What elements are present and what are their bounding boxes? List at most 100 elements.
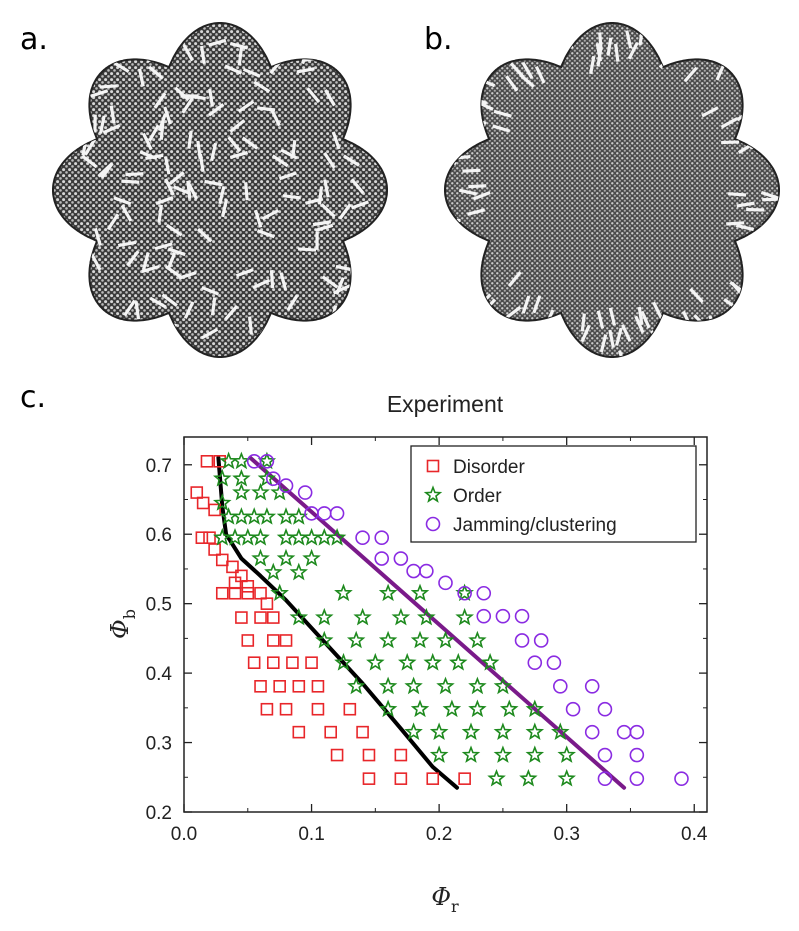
data-markers [190,451,689,787]
rod-particle [689,287,704,304]
plot-frame [183,436,708,813]
star-data-point [276,548,296,567]
rod-particle [580,313,586,332]
rod-particle [109,105,116,124]
rod-particle [200,327,219,340]
star-data-point [436,630,455,649]
square-data-point [279,634,293,647]
star-data-point [346,630,366,649]
panel-label-c: c. [20,380,47,415]
panel-a-disordered-image [52,22,388,358]
star-data-point [410,583,430,602]
circle-data-point [297,485,313,500]
rod-particle [271,154,289,168]
star-data-point [334,652,353,671]
rod-particle [728,192,747,197]
star-data-point [429,745,449,763]
y-tick-label: 0.7 [146,456,172,477]
x-axis-label: Φr [431,883,459,916]
rod-particle [505,305,522,320]
rod-particle [93,227,102,247]
rod-particle [138,68,145,87]
rod-particle [224,64,243,75]
star-data-point [480,652,500,671]
legend-box [410,445,697,543]
rod-particle [168,171,185,186]
rod-particle [196,227,213,243]
star-data-point [519,768,538,787]
rod-particle [315,223,334,232]
legend-label: Order [453,486,502,507]
rod-particle [335,277,345,295]
rod-particle [595,43,603,62]
rod-particle [235,268,254,278]
rod-particle [472,190,491,201]
rod-particle [324,89,336,107]
rod-particle [210,297,217,316]
star-data-point [378,583,398,602]
rod-particle [760,190,779,200]
square-data-point [362,748,376,762]
rod-particle [315,231,319,250]
rod-particle [90,89,109,98]
rod-particle [183,301,195,319]
star-data-point [499,699,519,718]
square-data-point [254,611,267,624]
rod-particle [221,198,229,218]
rod-particle [331,131,341,150]
rod-particle [621,324,632,342]
rod-particle [106,213,120,231]
rod-particle [279,272,288,291]
rod-particle [182,44,194,62]
rod-particle [492,124,511,133]
star-data-point [378,676,398,695]
y-axis-label: Φb [106,609,139,639]
rod-particle [237,100,255,113]
rod-particle [157,113,167,132]
x-tick-label: 0.0 [171,824,197,845]
rod-particle [141,132,153,151]
star-data-point [270,482,289,501]
rod-particle [269,269,275,289]
circle-data-point [597,771,613,786]
square-data-point [241,580,255,593]
rod-particle [323,179,330,198]
star-data-point [232,507,251,525]
square-data-point [330,748,344,762]
rod-particle [112,60,130,73]
rod-particle [97,162,113,178]
star-data-point [461,722,481,741]
rod-particle [683,66,698,83]
rod-particle [166,252,177,271]
square-data-point [286,656,299,669]
circle-data-point [629,724,645,740]
rod-particle [248,316,253,335]
circle-data-point [546,655,562,670]
star-data-point [251,527,270,546]
rod-particle [172,185,191,195]
circle-data-point [629,771,645,786]
square-data-point [362,772,376,785]
rod-particle [342,154,360,167]
rod-particle [204,179,223,187]
square-data-point [305,656,318,669]
square-data-point [215,586,229,600]
square-data-point [196,496,210,510]
circle-data-point [317,506,332,521]
star-data-point [302,548,321,567]
rod-particle [625,30,633,49]
rod-particle [720,117,739,129]
star-data-point [302,527,321,546]
chart-title: Experiment [387,391,504,417]
star-data-point [315,607,334,626]
star-data-point [378,630,398,649]
rod-particle [505,75,519,92]
star-data-point [448,652,468,671]
rod-particle [187,130,193,149]
rod-particle [252,278,270,290]
rod-particle [532,295,542,314]
rod-particle [134,301,141,320]
rod-particle [253,209,263,228]
rod-particle [165,223,183,237]
square-data-point [394,748,408,762]
